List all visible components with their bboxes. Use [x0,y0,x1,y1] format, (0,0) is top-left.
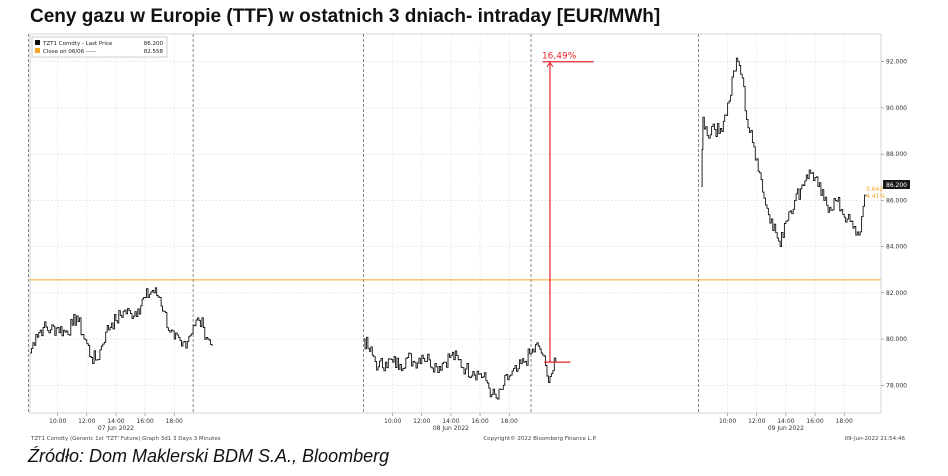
x-tick-label: 10:00 [384,418,401,425]
annotation-arrowhead [546,61,554,68]
y-tick-label: 86.000 [886,197,907,204]
annotation-label: 16,49% [542,52,577,62]
x-tick-label: 14:00 [442,418,459,425]
legend-swatch-2 [35,48,40,53]
footer-center: Copyright© 2022 Bloomberg Finance L.P. [483,435,597,442]
orange-tag-2: 4.41% [866,193,885,200]
y-tick-label: 92.000 [886,59,907,66]
y-tick-label: 84.000 [886,244,907,251]
x-tick-label: 16:00 [806,418,823,425]
y-tick-label: 80.000 [886,336,907,343]
x-tick-label: 10:00 [49,418,66,425]
x-tick-label: 10:00 [719,418,736,425]
x-tick-label: 18:00 [836,418,853,425]
legend-value-1: 86.200 [144,41,164,47]
source-note: Źródło: Dom Maklerski BDM S.A., Bloomber… [28,446,390,466]
x-tick-label: 18:00 [166,418,183,425]
orange-tag-1: 3.642 [866,186,883,193]
price-tags: 86.200 3.642 4.41% [866,180,910,200]
x-day-label: 09 Jun 2022 [768,425,804,432]
x-tick-label: 12:00 [78,418,95,425]
legend-label-2: Close on 06/06 ----- [43,49,96,55]
y-tick-label: 90.000 [886,105,907,112]
x-tick-label: 16:00 [136,418,153,425]
y-axis: 92.000 90.000 88.000 86.000 84.000 82.000 80.0… [881,59,907,389]
x-tick-label: 14:00 [777,418,794,425]
legend-swatch-1 [35,40,40,45]
x-tick-label: 12:00 [748,418,765,425]
series [30,57,867,400]
last-price-tag [883,180,910,189]
y-tick-label: 78.000 [886,382,907,389]
y-tick-label: 82.000 [886,290,907,297]
x-day-label: 07 Jun 2022 [98,425,134,432]
chart-title: Ceny gazu w Europie (TTF) w ostatnich 3 … [30,6,661,27]
plot-frame [29,33,882,414]
x-day-label: 08 Jun 2022 [433,425,469,432]
annotation: 16,49% [542,52,594,363]
x-axis: 10:00 12:00 14:00 16:00 18:00 10:00 12:00 14:00… [49,413,853,432]
legend-label-1: TZT1 Comdty - Last Price [42,41,113,47]
x-tick-label: 12:00 [413,418,430,425]
last-price-tag-text: 86.200 [886,182,907,189]
y-tick-label: 88.000 [886,151,907,158]
x-tick-label: 16:00 [471,418,488,425]
footer-left: TZT1 Comdty (Generic 1st 'TZT' Future) G… [30,436,221,442]
legend-box [31,36,168,58]
x-tick-label: 18:00 [501,418,518,425]
grid [28,34,881,413]
x-tick-label: 14:00 [107,418,124,425]
legend: TZT1 Comdty - Last Price 86.200 Close on… [31,36,168,58]
footer-right: 09-Jun-2022 21:54:46 [845,436,906,442]
legend-value-2: 82.558 [144,49,164,55]
price-line [30,57,867,400]
